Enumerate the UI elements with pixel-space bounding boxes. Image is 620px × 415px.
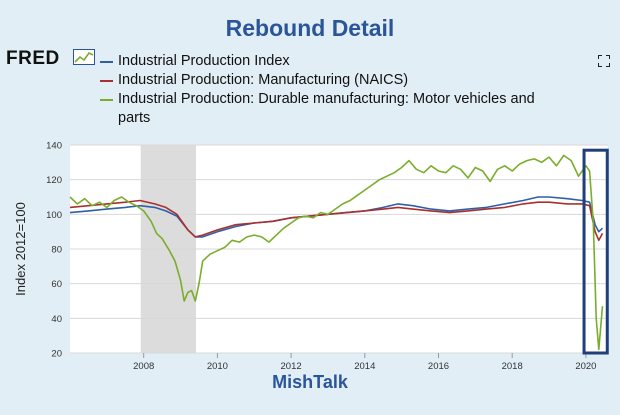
series-line-3[interactable]	[69, 154, 604, 351]
y-tick-label: 20	[51, 349, 62, 360]
x-tick-label: 2008	[133, 361, 154, 372]
y-tick-label: 100	[46, 210, 62, 221]
y-axis-label: Index 2012=100	[13, 202, 28, 296]
x-tick-label: 2012	[281, 361, 302, 372]
x-tick-label: 2016	[428, 361, 449, 372]
legend-swatch-blue	[100, 61, 113, 63]
highlight-box	[582, 148, 609, 355]
legend-label: Industrial Production: Durable manufactu…	[118, 91, 535, 126]
legend-label: Industrial Production Index	[118, 53, 290, 69]
series-line-2[interactable]	[69, 199, 604, 242]
x-tick-label: 2018	[502, 361, 523, 372]
legend-item-industrial-production[interactable]: Industrial Production Index	[100, 52, 570, 71]
fred-chart-icon	[73, 49, 95, 65]
x-tick-label: 2014	[354, 361, 375, 372]
legend-item-motor-vehicles[interactable]: Industrial Production: Durable manufactu…	[100, 90, 570, 128]
legend-label: Industrial Production: Manufacturing (NA…	[118, 72, 409, 88]
y-tick-label: 120	[46, 175, 62, 186]
y-tick-label: 40	[51, 314, 62, 325]
legend-swatch-green	[100, 99, 113, 101]
chart-title: Rebound Detail	[225, 15, 395, 41]
y-tick-label: 140	[46, 141, 62, 152]
y-tick-label: 60	[51, 279, 62, 290]
chart-legend: Industrial Production Index Industrial P…	[100, 52, 570, 128]
footer-brand: MishTalk	[272, 372, 348, 392]
y-tick-label: 80	[51, 245, 62, 256]
legend-swatch-red	[100, 80, 113, 82]
legend-item-manufacturing[interactable]: Industrial Production: Manufacturing (NA…	[100, 71, 570, 90]
x-tick-label: 2010	[207, 361, 228, 372]
x-tick-label: 2020	[575, 361, 596, 372]
fred-logo[interactable]: FRED	[6, 48, 60, 69]
